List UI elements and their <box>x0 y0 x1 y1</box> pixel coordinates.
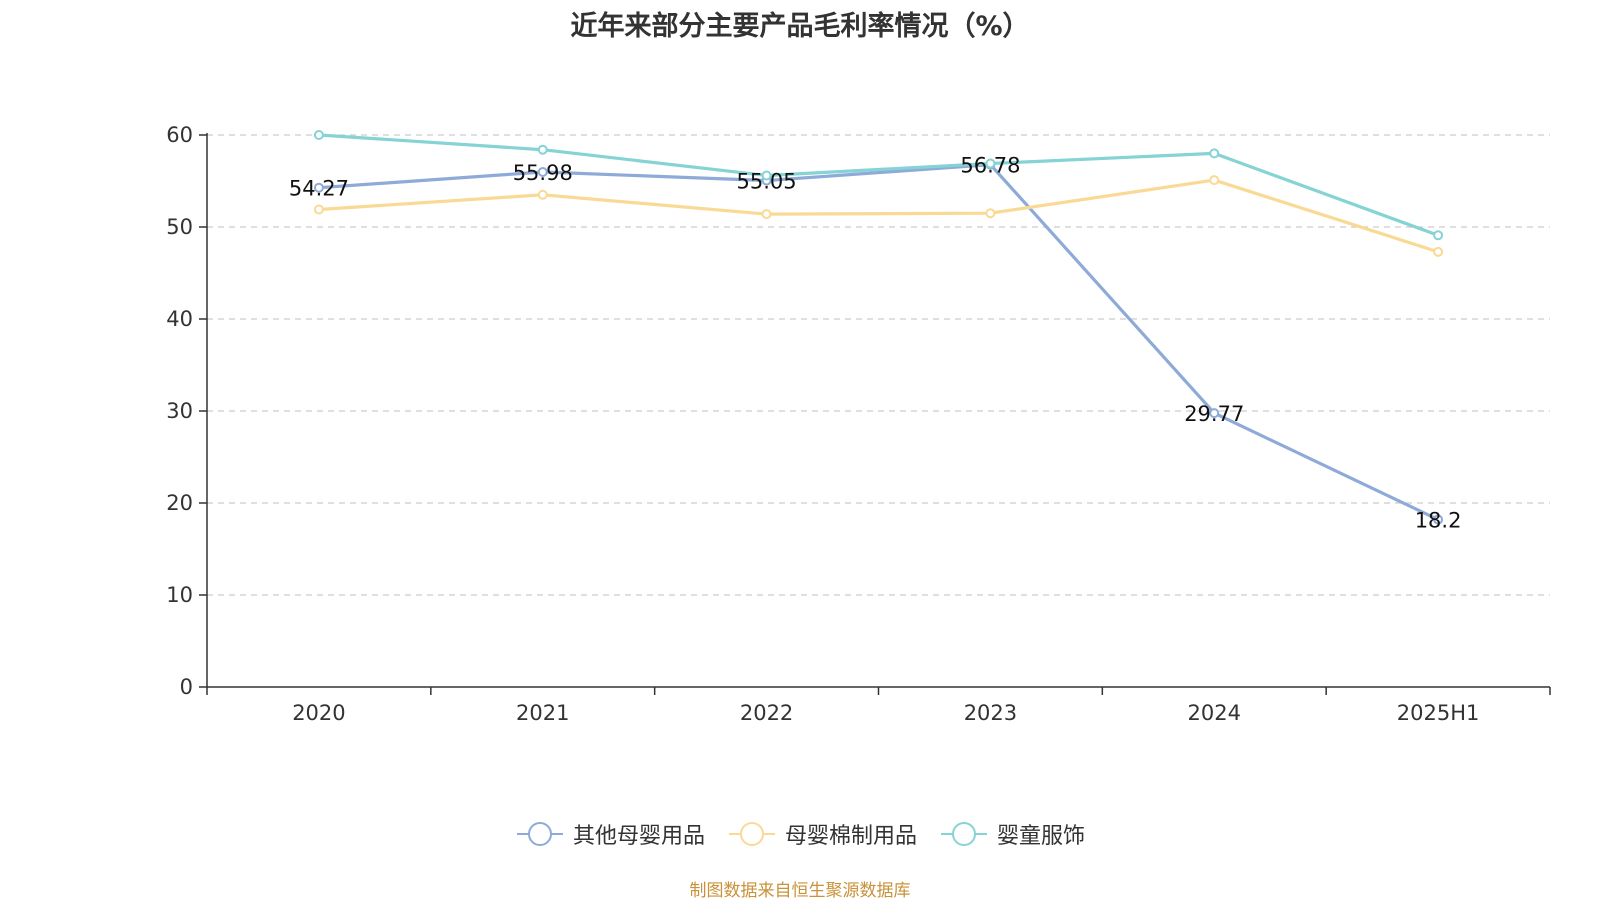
y-tick-label: 30 <box>166 399 193 423</box>
axes: 0 10 20 30 40 50 60 2020 2021 2022 2023 2024 2025H1 <box>166 123 1551 725</box>
legend-swatch-icon <box>516 822 563 846</box>
data-label: 55.05 <box>737 170 797 194</box>
series-line <box>318 163 1439 522</box>
data-label: 18.2 <box>1415 509 1462 533</box>
series-line <box>318 178 1439 254</box>
x-tick-label: 2021 <box>516 701 569 725</box>
x-tick-label: 2022 <box>740 701 793 725</box>
data-point <box>985 158 996 169</box>
legend: 其他母婴用品 母婴棉制用品 婴童服饰 <box>0 818 1600 850</box>
x-tick-label: 2025H1 <box>1397 701 1480 725</box>
gridlines <box>207 134 1550 596</box>
data-label: 54.27 <box>289 177 349 201</box>
y-tick-label: 0 <box>180 675 193 699</box>
legend-item[interactable]: 母婴棉制用品 <box>727 818 917 850</box>
legend-item[interactable]: 婴童服饰 <box>939 818 1085 850</box>
data-point <box>761 170 772 181</box>
data-label: 56.78 <box>960 154 1020 178</box>
series-line <box>318 133 1439 237</box>
legend-swatch-icon <box>941 822 987 846</box>
data-point <box>1433 246 1444 257</box>
chart-title: 近年来部分主要产品毛利率情况（%） <box>570 11 1030 42</box>
data-point <box>537 166 548 177</box>
legend-swatch-circle <box>739 822 764 846</box>
legend-item[interactable]: 其他母婴用品 <box>515 818 705 850</box>
legend-swatch-circle <box>952 822 976 846</box>
y-tick-label: 10 <box>166 583 193 607</box>
data-point <box>537 144 548 155</box>
data-point <box>1433 230 1444 241</box>
series-lines <box>313 130 1444 525</box>
source-note: 制图数据来自恒生聚源数据库 <box>689 881 911 901</box>
legend-label: 母婴棉制用品 <box>784 824 917 849</box>
x-tick-label: 2020 <box>292 701 345 725</box>
data-point <box>1433 514 1444 525</box>
legend-swatch-circle <box>527 822 552 846</box>
x-tick-label: 2023 <box>964 701 1017 725</box>
legend-swatch-icon <box>728 822 775 846</box>
data-point <box>985 208 996 219</box>
data-point <box>761 209 772 220</box>
legend-label: 婴童服饰 <box>997 824 1086 849</box>
data-point <box>1209 148 1220 159</box>
y-tick-label: 50 <box>166 215 193 239</box>
data-point <box>313 204 324 215</box>
data-point <box>1209 175 1220 186</box>
data-label: 29.77 <box>1184 402 1244 426</box>
data-labels: 54.27 55.98 55.05 56.78 29.77 18.2 <box>289 154 1462 533</box>
x-tick-label: 2024 <box>1188 701 1241 725</box>
data-point <box>537 189 548 200</box>
y-tick-label: 40 <box>166 307 193 331</box>
data-point <box>1209 408 1220 419</box>
y-tick-label: 20 <box>166 491 193 515</box>
y-tick-label: 60 <box>166 123 193 147</box>
data-point <box>313 182 324 193</box>
data-point <box>313 130 324 140</box>
legend-label: 其他母婴用品 <box>572 824 705 849</box>
data-label: 55.98 <box>513 161 573 185</box>
